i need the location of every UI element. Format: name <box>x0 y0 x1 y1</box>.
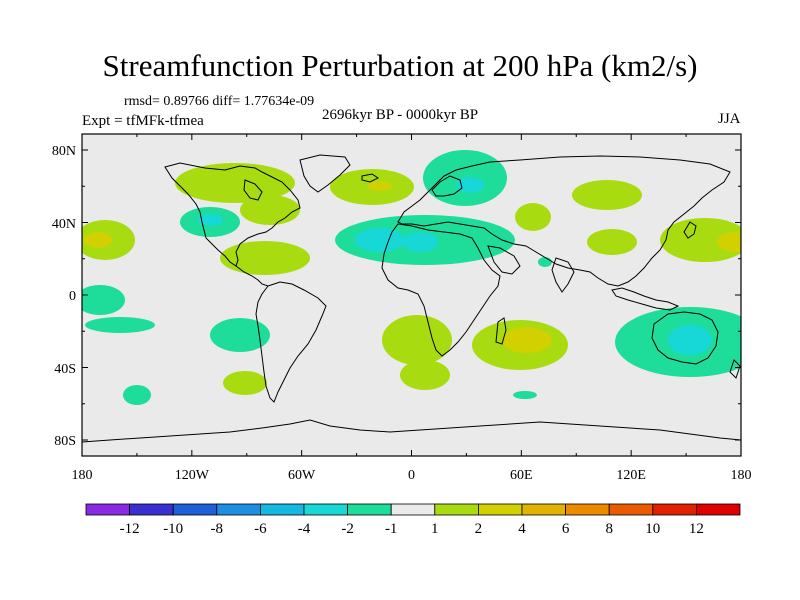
colorbar-label: 12 <box>689 521 704 537</box>
anomaly-patch <box>82 285 125 315</box>
indonesia-coast <box>611 287 680 311</box>
hudson-bay <box>243 179 263 201</box>
colorbar: -12 -10 -8 -6 -4 -2 -1 1 2 4 6 8 10 12 <box>85 503 741 537</box>
experiment-label: Expt = tfMFk-tfmea <box>82 113 204 129</box>
anomaly-patch <box>220 241 310 275</box>
anomaly-patch <box>668 325 712 355</box>
colorbar-label: -8 <box>211 521 224 537</box>
colorbar-swatch <box>172 503 218 516</box>
anomaly-patch <box>660 218 741 262</box>
europe-asia-coast <box>397 155 731 287</box>
colorbar-label: -6 <box>254 521 267 537</box>
colorbar-label: -10 <box>163 521 183 537</box>
x-axis-labels: 180 120W 60W 0 60E 120E 180 <box>72 468 752 483</box>
antarctica-coast <box>82 419 741 443</box>
y-tick-label: 40S <box>54 362 76 377</box>
chart-title: Streamfunction Perturbation at 200 hPa (… <box>102 48 698 83</box>
y-tick-label: 80S <box>54 434 76 449</box>
colorbar-label: -12 <box>120 521 140 537</box>
y-tick-label: 40N <box>52 217 76 232</box>
axis-ticks <box>81 134 742 456</box>
x-tick-label: 60E <box>510 468 533 483</box>
colorbar-label: -1 <box>385 521 398 537</box>
madagascar-coast <box>495 317 507 345</box>
colorbar-swatch <box>696 503 741 516</box>
colorbar-swatch <box>347 503 392 516</box>
central-america-coast <box>235 265 269 287</box>
colorbar-swatch <box>652 503 697 516</box>
anomaly-patch <box>456 177 484 193</box>
anomaly-patch <box>240 195 300 225</box>
anomaly-patch <box>572 180 642 210</box>
arabia-coast <box>487 245 521 275</box>
india-coast <box>551 257 575 293</box>
colorbar-swatch <box>303 503 348 516</box>
africa-coast <box>381 223 501 357</box>
y-tick-label: 80N <box>52 144 76 159</box>
new-zealand-coast <box>729 359 741 379</box>
anomaly-patch <box>84 232 112 248</box>
colorbar-label: -2 <box>341 521 354 537</box>
colorbar-label: 1 <box>431 521 439 537</box>
colorbar-swatch <box>477 503 523 516</box>
colorbar-swatch <box>434 503 479 516</box>
x-tick-label: 0 <box>408 468 415 483</box>
iceland-coast <box>361 173 379 183</box>
colorbar-label: 10 <box>645 521 660 537</box>
y-tick-label: 0 <box>69 289 76 304</box>
anomaly-patch <box>402 232 438 252</box>
coastline-layer <box>82 154 741 443</box>
scandinavia-coast <box>431 175 463 197</box>
x-tick-label: 120W <box>175 468 210 483</box>
colorbar-swatch <box>565 503 610 516</box>
y-axis-labels: 80N 40N 0 40S 80S <box>52 144 76 449</box>
x-tick-label: 60W <box>288 468 316 483</box>
anomaly-patch <box>210 318 270 352</box>
anomaly-patch <box>717 232 741 252</box>
colorbar-swatch <box>129 503 174 516</box>
greenland-coast <box>299 154 351 193</box>
colorbar-swatch <box>608 503 654 516</box>
colorbar-swatch <box>85 503 130 516</box>
anomaly-patch <box>400 360 450 390</box>
colorbar-swatch <box>216 503 261 516</box>
season-label: JJA <box>718 111 741 127</box>
anomaly-patch <box>502 327 552 353</box>
x-tick-label: 180 <box>731 468 752 483</box>
anomaly-patch <box>382 315 452 365</box>
colorbar-label: 8 <box>605 521 613 537</box>
anomaly-patch <box>85 317 155 333</box>
japan-coast <box>683 221 697 239</box>
colorbar-label: -4 <box>298 521 311 537</box>
anomaly-patch <box>355 228 405 252</box>
x-tick-label: 180 <box>72 468 93 483</box>
colorbar-label: 4 <box>518 521 526 537</box>
period-label: 2696kyr BP - 0000kyr BP <box>322 107 479 123</box>
north-america-coast <box>164 162 301 267</box>
colorbar-label: 6 <box>562 521 570 537</box>
anomaly-patch <box>513 391 537 399</box>
south-america-coast <box>255 281 327 403</box>
anomaly-patch <box>538 257 552 267</box>
colorbar-swatch <box>259 503 305 516</box>
anomaly-patch <box>368 181 392 191</box>
anomaly-patch <box>587 229 637 255</box>
australia-coast <box>651 311 719 365</box>
stats-text: rmsd= 0.89766 diff= 1.77634e-09 <box>124 94 315 109</box>
anomaly-patch <box>223 371 267 395</box>
x-tick-label: 120E <box>616 468 646 483</box>
anomaly-patch <box>197 214 223 226</box>
anomaly-patch <box>515 203 551 231</box>
colorbar-label: 2 <box>475 521 483 537</box>
anomaly-patch <box>123 385 151 405</box>
colorbar-swatch <box>521 503 566 516</box>
colorbar-swatch <box>390 503 436 516</box>
